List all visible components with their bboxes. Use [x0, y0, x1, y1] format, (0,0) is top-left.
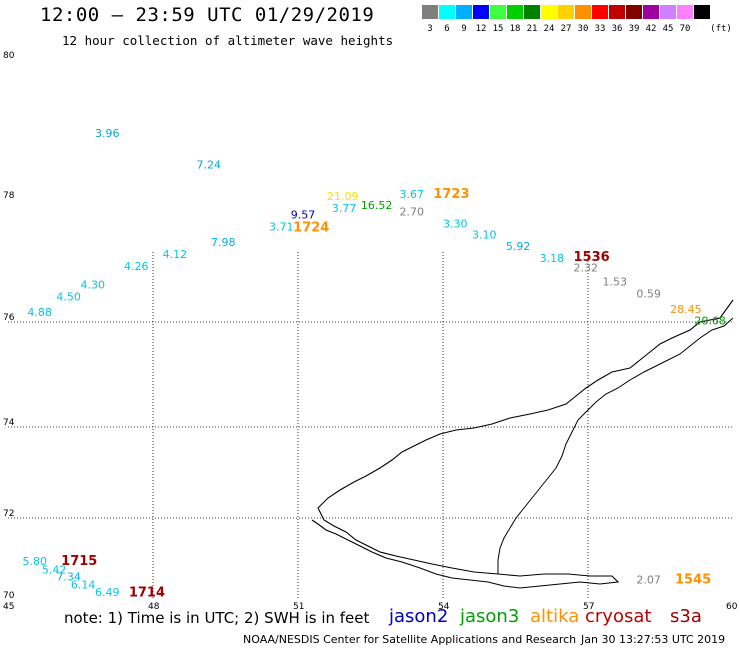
coastline	[497, 317, 734, 574]
wave-height-label: 6.14	[71, 579, 96, 592]
sat-label-jason3: jason3	[460, 606, 520, 627]
lat-tick-label: 76	[3, 313, 15, 323]
credit-text: NOAA/NESDIS Center for Satellite Applica…	[243, 633, 577, 646]
sat-label-altika: altika	[530, 606, 580, 627]
legend-swatch	[643, 5, 659, 19]
sat-label-cryosat: cryosat	[585, 606, 652, 627]
legend-swatch	[490, 5, 506, 19]
legend-swatch	[473, 5, 489, 19]
wave-height-label: 20.68	[694, 315, 726, 328]
wave-height-label: 3.96	[95, 127, 120, 140]
pass-time-label: 1714	[129, 586, 165, 601]
legend-swatch	[439, 5, 455, 19]
legend-label: 27	[560, 24, 572, 34]
legend-label: 42	[645, 24, 657, 34]
legend-swatch	[558, 5, 574, 19]
legend-swatch	[677, 5, 693, 19]
legend-label: 12	[475, 24, 487, 34]
wave-height-label: 3.18	[540, 252, 565, 265]
legend-label: 70	[679, 24, 691, 34]
legend-label: 18	[509, 24, 521, 34]
legend-label: 36	[611, 24, 623, 34]
legend-swatch	[660, 5, 676, 19]
lat-tick-label: 70	[3, 591, 15, 601]
lat-tick-label: 78	[3, 191, 15, 201]
legend-label: 3	[427, 24, 433, 34]
sat-label-jason2: jason2	[389, 606, 449, 627]
pass-time-label: 1545	[675, 573, 711, 588]
wave-height-label: 3.67	[400, 188, 425, 201]
legend-swatch	[694, 5, 710, 19]
wave-height-label: 4.88	[27, 306, 52, 319]
legend-label: 24	[543, 24, 555, 34]
generated-timestamp: Jan 30 13:27:53 UTC 2019	[581, 633, 726, 646]
lat-tick-label: 72	[3, 509, 14, 519]
wave-height-label: 2.70	[400, 205, 425, 218]
lon-tick-label: 57	[583, 602, 594, 612]
coastline	[311, 299, 734, 589]
page-subtitle: 12 hour collection of altimeter wave hei…	[62, 33, 394, 48]
legend-label: 30	[577, 24, 589, 34]
wave-height-label: 2.32	[574, 261, 599, 274]
wave-height-label: 4.26	[124, 260, 149, 273]
legend-label: 21	[526, 24, 538, 34]
legend-swatch	[626, 5, 642, 19]
lon-tick-label: 48	[148, 602, 160, 612]
legend-swatch	[592, 5, 608, 19]
wave-height-label: 1.53	[603, 275, 628, 288]
legend-label: 33	[594, 24, 606, 34]
legend-swatch	[456, 5, 472, 19]
lat-tick-label: 80	[3, 51, 15, 61]
wave-height-label: 3.30	[443, 217, 468, 230]
wave-height-label: 28.45	[670, 303, 702, 316]
wave-height-label: 5.42	[42, 563, 66, 576]
legend-swatch	[422, 5, 438, 19]
wave-height-label: 7.34	[56, 571, 80, 584]
wave-height-label: 6.49	[95, 586, 120, 599]
pass-time-label: 1715	[61, 554, 97, 569]
wave-height-label: 7.98	[211, 236, 236, 249]
wave-height-label: 3.77	[332, 202, 357, 215]
wave-height-label: 4.12	[163, 248, 188, 261]
pass-time-label: 1724	[293, 221, 329, 236]
legend-unit: (ft)	[710, 24, 732, 34]
legend-label: 39	[628, 24, 640, 34]
lon-tick-label: 45	[3, 602, 14, 612]
lat-tick-label: 74	[3, 418, 15, 428]
wave-height-label: 4.50	[56, 291, 80, 304]
sat-label-s3a: s3a	[670, 606, 702, 627]
wave-height-label: 16.52	[361, 199, 393, 212]
legend-swatch	[609, 5, 625, 19]
wave-height-label: 5.92	[506, 240, 531, 253]
lon-tick-label: 54	[438, 602, 450, 612]
wave-height-label: 3.71	[269, 221, 294, 234]
wave-height-label: 7.24	[197, 159, 222, 172]
pass-time-label: 1536	[574, 250, 610, 265]
legend-swatch	[575, 5, 591, 19]
wave-height-label: 2.07	[636, 574, 661, 587]
legend-swatch	[541, 5, 557, 19]
pass-time-label: 1723	[433, 187, 469, 202]
wave-height-label: 3.10	[472, 228, 497, 241]
wave-height-label: 5.80	[23, 555, 48, 568]
legend-swatch	[507, 5, 523, 19]
footer-note: note: 1) Time is in UTC; 2) SWH is in fe…	[64, 609, 370, 627]
lon-tick-label: 51	[293, 602, 304, 612]
legend-label: 6	[444, 24, 450, 34]
wave-height-label: 0.59	[636, 288, 661, 301]
legend-label: 15	[492, 24, 504, 34]
wave-height-label: 4.30	[81, 278, 106, 291]
wave-height-label: 9.57	[291, 208, 316, 221]
legend-swatch	[524, 5, 540, 19]
legend-label: 9	[461, 24, 467, 34]
lon-tick-label: 60	[726, 602, 738, 612]
wave-height-label: 21.09	[327, 190, 359, 203]
page-title: 12:00 — 23:59 UTC 01/29/2019	[40, 4, 375, 26]
legend-label: 45	[662, 24, 674, 34]
